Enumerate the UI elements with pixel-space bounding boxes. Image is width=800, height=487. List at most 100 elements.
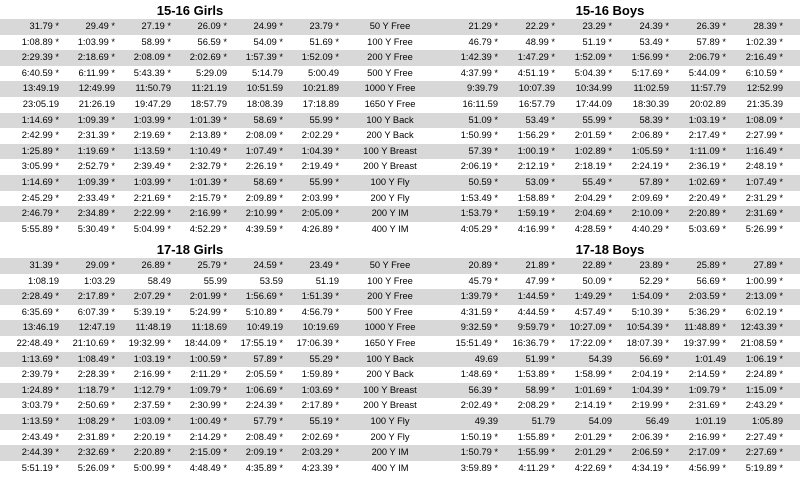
girls-time-cell: 57.89 * [253,353,283,364]
boys-time-cell: 4:22.69 * [574,462,612,473]
boys-time-cell: 12:43.39 * [740,322,783,333]
girls-time-cell: 23.49 * [309,260,339,270]
girls-time-cell: 1:14.69 * [21,176,59,187]
girls-time-cell: 55.19 * [309,415,339,426]
girls-time-cell: 2:01.99 * [189,291,227,302]
girls-time-cell: 58.69 * [253,114,283,125]
girls-time-cell: 2:34.89 * [77,208,115,219]
girls-time-cell: 4:52.29 * [189,223,227,234]
event-name: 100 Y Back [366,353,414,364]
girls-time-cell: 1:59.89 * [301,369,339,380]
girls-time-cell: 2:33.49 * [77,192,115,203]
boys-time-cell: 56.49 [645,415,669,426]
table-row: 2:29.39 * 2:18.69 * 2:08.09 * 2:02.69 * 1:57… [0,50,800,66]
boys-time-cell: 25.89 * [696,260,726,270]
event-name: 1000 Y Free [364,322,416,333]
table-row: 1:08.19 1:03.29 58.49 55.99 53.59 51.19 100 Y … [0,274,800,290]
boys-time-cell: 2:13.09 * [745,291,783,302]
girls-time-cell: 51.69 * [309,36,339,47]
boys-time-cell: 6:10.59 * [745,67,783,78]
boys-time-cell: 5:36.29 * [688,306,726,317]
boys-time-cell: 58.99 * [525,384,555,395]
boys-time-cell: 22.29 * [525,21,555,31]
boys-time-cell: 10:07.39 [518,83,555,94]
standards-table: 31.79 * 29.49 * 27.19 * 26.09 * 24.99 * 23.79… [0,19,800,237]
boys-time-cell: 55.99 * [582,114,612,125]
boys-time-cell: 56.69 * [696,275,726,286]
girls-time-cell: 2:07.29 * [133,291,171,302]
girls-time-cell: 5:00.99 * [133,462,171,473]
girls-time-cell: 10:51.59 [246,83,283,94]
girls-time-cell: 12:47.19 [78,322,115,333]
boys-time-cell: 2:04.69 * [574,208,612,219]
table-row: 31.79 * 29.49 * 27.19 * 26.09 * 24.99 * 23.79… [0,19,800,35]
boys-time-cell: 11:48.89 * [684,322,726,333]
boys-time-cell: 1:11.09 * [689,145,726,156]
girls-time-cell: 5:43.39 * [133,67,171,78]
boys-time-cell: 1:15.09 * [745,384,783,395]
boys-time-cell: 1:06.19 * [745,353,783,364]
girls-time-cell: 5:14.79 [251,67,283,78]
boys-time-cell: 2:24.89 * [745,369,783,380]
boys-time-cell: 50.59 * [468,176,498,187]
boys-time-cell: 5:17.69 * [631,67,669,78]
boys-time-cell: 4:16.99 * [517,223,555,234]
table-row: 5:51.19 * 5:26.09 * 5:00.99 * 4:48.49 * 4:35… [0,461,800,477]
boys-time-cell: 21:35.39 [746,98,783,109]
boys-time-cell: 5:04.39 * [574,67,612,78]
girls-time-cell: 2:39.49 * [133,161,171,172]
table-row: 3:05.99 * 2:52.79 * 2:39.49 * 2:32.79 * 2:26… [0,159,800,175]
boys-time-cell: 53.49 * [639,36,669,47]
table-row: 2:43.49 * 2:31.89 * 2:20.19 * 2:14.29 * 2:08… [0,430,800,446]
girls-time-cell: 55.29 * [309,353,339,364]
girls-time-cell: 17:18.89 [302,98,339,109]
table-row: 13:49.19 12:49.99 11:50.79 11:21.19 10:51.59… [0,81,800,97]
girls-time-cell: 2:08.09 * [245,130,283,141]
girls-time-cell: 10:19.69 [302,322,339,333]
girls-time-cell: 2:19.69 * [133,130,171,141]
girls-time-cell: 1:00.59 * [189,353,227,364]
boys-time-cell: 4:51.19 * [517,67,555,78]
girls-time-cell: 17:06.39 * [296,337,339,348]
boys-time-cell: 15:51.49 * [455,337,498,348]
boys-time-cell: 23.89 * [639,260,669,270]
girls-time-cell: 1:03.29 [83,275,115,286]
section-15-16: 15-16 Girls 15-16 Boys 31.79 * 29.49 * 27.… [0,2,800,237]
girls-time-cell: 2:14.29 * [189,431,227,442]
boys-time-cell: 1:07.49 * [745,176,783,187]
boys-time-cell: 16:57.79 [518,98,555,109]
girls-time-cell: 5:29.09 [195,67,227,78]
boys-time-cell: 54.39 [588,353,612,364]
girls-time-cell: 2:03.29 * [301,447,339,458]
girls-time-cell: 10:21.89 [302,83,339,94]
girls-time-cell: 5:39.19 * [133,306,171,317]
girls-time-cell: 31.79 * [29,21,59,31]
girls-time-cell: 2:19.49 * [301,161,339,172]
girls-heading: 17-18 Girls [156,242,224,257]
boys-time-cell: 49.39 [474,415,498,426]
table-row: 2:28.49 * 2:17.89 * 2:07.29 * 2:01.99 * 1:56… [0,289,800,305]
boys-time-cell: 4:34.19 * [631,462,669,473]
event-name: 400 Y IM [371,223,409,234]
girls-time-cell: 3:03.79 * [21,400,59,411]
table-row: 22:48.49 * 21:10.69 * 19:32.99 * 18:44.09 *… [0,336,800,352]
girls-time-cell: 56.59 * [197,36,227,47]
standards-table: 31.39 * 29.09 * 26.89 * 25.79 * 24.59 * 23.49… [0,258,800,476]
section-headings: 17-18 Girls 17-18 Boys [0,241,800,258]
boys-time-cell: 5:19.89 * [745,462,783,473]
boys-time-cell: 2:14.59 * [688,369,726,380]
table-row: 6:35.69 * 6:07.39 * 5:39.19 * 5:24.99 * 5:10… [0,305,800,321]
girls-time-cell: 1:01.39 * [189,176,227,187]
event-name: 50 Y Free [369,260,411,270]
boys-time-cell: 1:50.99 * [460,130,498,141]
table-row: 1:24.89 * 1:18.79 * 1:12.79 * 1:09.79 * 1:06… [0,382,800,399]
girls-time-cell: 27.19 * [141,21,171,31]
girls-time-cell: 53.59 [259,275,283,286]
boys-time-cell: 1:39.79 * [460,291,498,302]
girls-time-cell: 2:03.99 * [301,192,339,203]
girls-time-cell: 2:05.09 * [301,208,339,219]
event-name: 100 Y Breast [363,384,417,395]
girls-time-cell: 17:55.19 * [240,337,283,348]
boys-time-cell: 54.09 [588,415,612,426]
boys-time-cell: 19:37.99 * [683,337,726,348]
